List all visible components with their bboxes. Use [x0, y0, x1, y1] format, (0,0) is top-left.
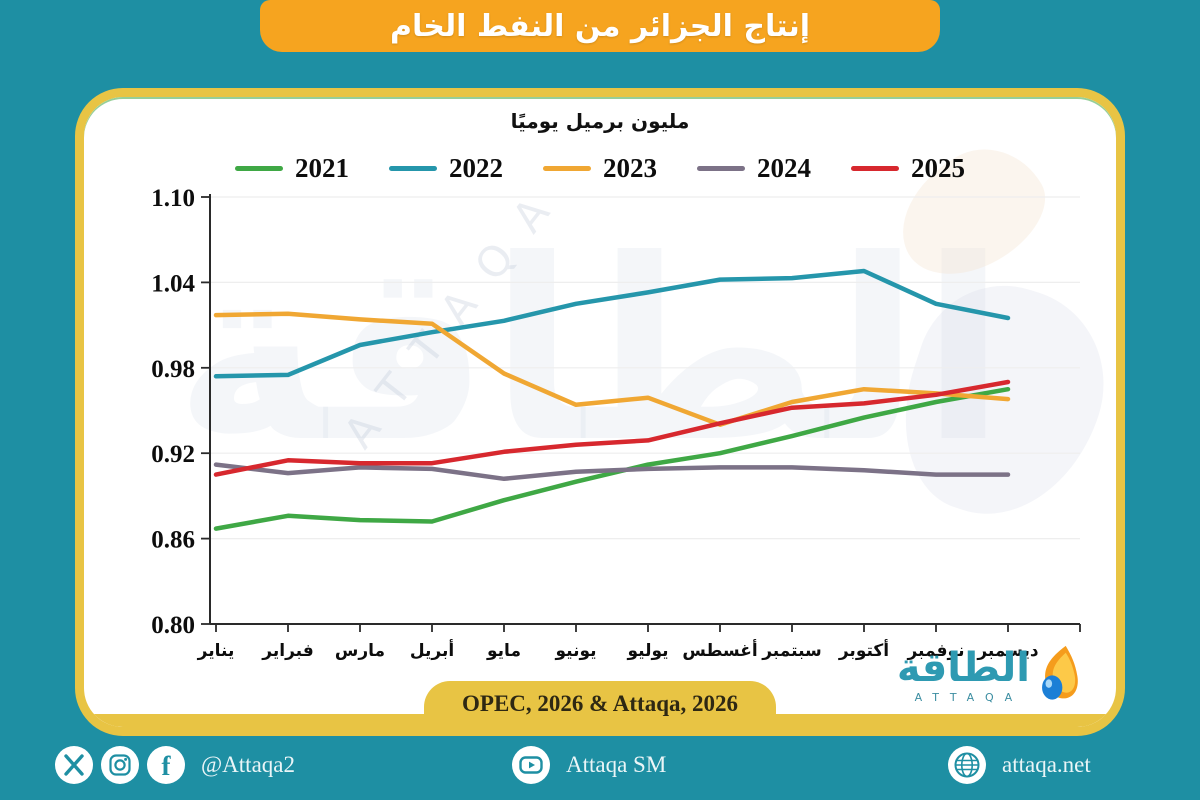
- y-tick-label: 0.92: [151, 441, 195, 468]
- line-series-2021: [213, 386, 1011, 531]
- legend-label-2022: 2022: [449, 153, 503, 183]
- line-series-2025: [213, 379, 1011, 477]
- social-group-right: attaqa.net: [948, 746, 1091, 784]
- legend-label-2025: 2025: [911, 153, 965, 183]
- x-tick-label: فبراير: [261, 641, 313, 661]
- instagram-icon: [101, 746, 139, 784]
- legend-swatch-2023: [543, 166, 591, 171]
- x-tick-label: أبريل: [410, 639, 454, 661]
- title-banner: إنتاج الجزائر من النفط الخام: [260, 0, 940, 52]
- line-series-2023: [213, 311, 1011, 427]
- logo-latin-wordmark: ATTAQA: [914, 690, 1024, 704]
- flame-drop-icon: [1036, 644, 1080, 707]
- website-url: attaqa.net: [1002, 752, 1091, 777]
- line-series-2024: [213, 462, 1011, 482]
- attaqa-logo: الطاقة ATTAQA: [897, 644, 1080, 707]
- footer-bar: f @Attaqa2 Attaqa SM attaqa.net: [0, 736, 1200, 800]
- chart-card: الطاقة ATTAQA مليون برميل يوميًا 2021 202…: [75, 88, 1125, 736]
- chart-card-inner: الطاقة ATTAQA مليون برميل يوميًا 2021 202…: [84, 97, 1116, 727]
- y-tick-label: 1.04: [151, 270, 195, 297]
- y-tick-label: 0.86: [151, 527, 195, 554]
- source-badge: OPEC, 2026 & Attaqa, 2026: [424, 681, 776, 727]
- x-tick-label: نوفمبر: [906, 641, 964, 661]
- y-tick-label: 0.98: [151, 356, 195, 383]
- line-chart: 0.80 0.86 0.92 0.98 1.04 1.10 يناير فبراير مارس أ…: [151, 185, 1081, 661]
- attaqa-logo-text: الطاقة ATTAQA: [897, 648, 1030, 704]
- legend-swatch-2024: [697, 166, 745, 171]
- chart-area: 0.80 0.86 0.92 0.98 1.04 1.10 يناير فبراير مارس أ…: [132, 179, 1112, 684]
- legend-item-2022: 2022: [389, 153, 503, 184]
- legend-item-2021: 2021: [235, 153, 349, 184]
- facebook-icon: f: [147, 746, 185, 784]
- legend-item-2024: 2024: [697, 153, 811, 184]
- y-tick-label: 0.80: [151, 612, 195, 639]
- social-handle: @Attaqa2: [201, 752, 295, 777]
- legend-swatch-2025: [851, 166, 899, 171]
- social-group-left: f @Attaqa2: [55, 746, 295, 784]
- youtube-channel: Attaqa SM: [566, 752, 667, 777]
- legend-item-2025: 2025: [851, 153, 965, 184]
- legend-label-2023: 2023: [603, 153, 657, 183]
- legend-swatch-2021: [235, 166, 283, 171]
- x-tick-label: يونيو: [554, 641, 596, 661]
- x-tick-label: ديسمبر: [976, 641, 1039, 661]
- watermark-arabic: الطاقة: [174, 206, 1007, 497]
- social-group-center: Attaqa SM: [512, 746, 666, 784]
- x-tick-label: يوليو: [626, 641, 668, 661]
- x-tick-label: يناير: [197, 641, 235, 661]
- x-tick-label: مايو: [486, 641, 521, 661]
- x-tick-label: مارس: [335, 641, 385, 661]
- source-text: OPEC, 2026 & Attaqa, 2026: [462, 691, 738, 716]
- chart-legend: 2021 2022 2023 2024 2025: [84, 153, 1116, 184]
- y-tick-label: 1.10: [151, 185, 195, 212]
- logo-arabic-wordmark: الطاقة: [896, 644, 1030, 691]
- legend-swatch-2022: [389, 166, 437, 171]
- legend-label-2021: 2021: [295, 153, 349, 183]
- x-tick-label: أغسطس: [682, 639, 757, 661]
- globe-icon: [948, 746, 986, 784]
- youtube-icon: [512, 746, 550, 784]
- legend-label-2024: 2024: [757, 153, 811, 183]
- line-series-2022: [213, 268, 1011, 379]
- x-icon: [55, 746, 93, 784]
- chart-subtitle: مليون برميل يوميًا: [510, 109, 690, 133]
- x-tick-label: أكتوبر: [838, 639, 889, 661]
- legend-item-2023: 2023: [543, 153, 657, 184]
- x-tick-label: سبتمبر: [761, 641, 822, 661]
- page-title: إنتاج الجزائر من النفط الخام: [390, 8, 810, 44]
